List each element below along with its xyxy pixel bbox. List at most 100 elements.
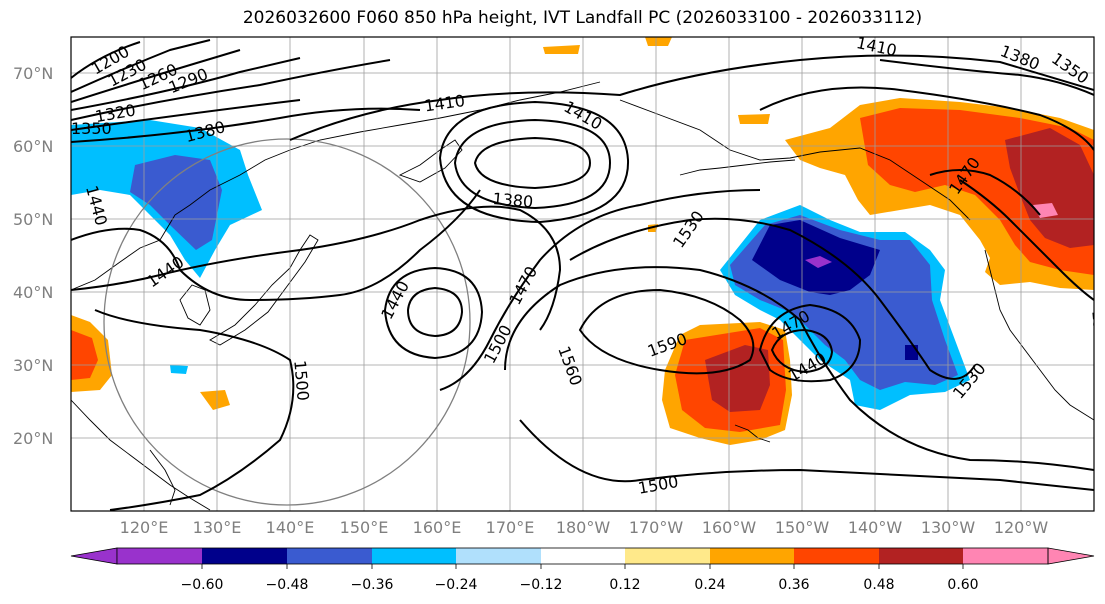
colorbar-tick-label: 0.60 <box>947 577 978 593</box>
lon-label: 160°W <box>702 518 757 537</box>
latitude-labels: 70°N 60°N 50°N 40°N 30°N 20°N <box>13 64 53 448</box>
contour-1410-east <box>759 86 1094 151</box>
colorbar-ticks <box>201 564 964 569</box>
colorbar-extend-high <box>1047 547 1095 565</box>
contour-1470-east <box>758 303 862 383</box>
colorbar-swatch <box>963 548 1048 564</box>
contour-low-2 <box>453 118 612 210</box>
region-circle <box>103 138 471 506</box>
colorbar-tick-label: −0.36 <box>351 577 394 593</box>
contour-label: 1380 <box>492 189 534 211</box>
lat-label: 30°N <box>13 356 53 375</box>
lon-label: 140°E <box>266 518 315 537</box>
lon-label: 130°W <box>921 518 976 537</box>
fill-pos-dot-a <box>200 390 230 410</box>
coast-kamchatka <box>398 139 463 183</box>
contour-1440-cut2 <box>383 266 484 360</box>
contour-1200 <box>71 41 141 79</box>
colorbar-tick-label: 0.12 <box>609 577 640 593</box>
fill-pos-west-inner <box>71 330 98 380</box>
coast-hawaii <box>734 424 771 443</box>
coast-korea <box>179 284 211 326</box>
gridlines <box>71 37 1094 511</box>
fill-neg-west-small <box>170 365 188 374</box>
lat-label: 50°N <box>13 210 53 229</box>
contour-1500-south <box>519 419 1094 491</box>
colorbar-swatch <box>879 548 963 564</box>
contour-1440-east <box>770 328 834 374</box>
contour-1470-ne <box>929 169 1041 216</box>
fill-pos-ne-core <box>1005 128 1094 248</box>
fill-pos-dot-b <box>543 45 580 54</box>
contour-1380-west <box>71 107 421 143</box>
coast-alaska <box>619 99 971 221</box>
colorbar-swatch <box>541 548 625 564</box>
colorbar-swatch <box>117 548 202 564</box>
colorbar-swatch <box>372 548 456 564</box>
colorbar-tick-label: 0.48 <box>863 577 894 593</box>
longitude-labels: 120°E 130°E 140°E 150°E 160°E 170°E 180°… <box>120 518 1049 537</box>
contour-1500-b <box>439 189 761 391</box>
colorbar-frame <box>116 547 1049 565</box>
coast-japan <box>209 234 319 346</box>
colorbar-swatch <box>625 548 710 564</box>
lon-label: 130°E <box>193 518 242 537</box>
height-contours <box>71 39 1094 511</box>
contour-low-1 <box>473 136 592 190</box>
fill-neg-small-a <box>905 345 918 360</box>
coast-namerica-west <box>984 249 1094 421</box>
contour-1560 <box>504 266 1094 471</box>
coast-asia-east <box>71 81 601 291</box>
contour-label: 1410 <box>423 91 466 115</box>
coast-philippines <box>149 449 176 506</box>
contour-1440-cut <box>406 286 464 338</box>
contour-1350 <box>71 99 301 131</box>
contour-label: 1560 <box>554 343 586 388</box>
fill-pos-dot-d <box>738 114 770 124</box>
contour-1290 <box>71 57 301 111</box>
lon-label: 140°W <box>848 518 903 537</box>
colorbar-swatch <box>287 548 372 564</box>
coast-china <box>71 399 211 511</box>
contour-1500-a <box>94 309 295 511</box>
lon-label: 120°E <box>120 518 169 537</box>
contour-1590 <box>578 288 755 375</box>
contour-1380-east <box>879 59 1094 96</box>
contour-label: 1500 <box>636 472 679 498</box>
colorbar-tick-label: −0.12 <box>520 577 563 593</box>
colorbar-swatch <box>710 548 794 564</box>
contour-1230 <box>71 39 211 93</box>
contour-1440-west <box>71 189 481 302</box>
lon-label: 170°W <box>629 518 684 537</box>
contour-label: 1350 <box>71 119 112 138</box>
contour-1320 <box>71 59 391 121</box>
fill-neg-central-min <box>805 256 832 268</box>
coastlines <box>71 81 1094 511</box>
lon-label: 170°E <box>486 518 535 537</box>
lon-label: 160°E <box>413 518 462 537</box>
colorbar: −0.60 −0.48 −0.36 −0.24 −0.12 0.12 0.24 … <box>70 547 1095 593</box>
fill-pos-subtrop-core <box>705 345 770 412</box>
contour-label: 1470 <box>505 263 541 308</box>
colorbar-tick-label: 0.36 <box>778 577 809 593</box>
contour-label: 1440 <box>143 252 187 291</box>
fill-pos-dot-c <box>645 37 672 46</box>
colorbar-extend-low <box>70 547 118 565</box>
contour-label: 1500 <box>290 359 312 401</box>
contour-label: 1530 <box>669 207 708 251</box>
map-panel: 1200 1230 1260 1290 1320 1350 1380 1410 … <box>71 37 1105 511</box>
ivt-fills <box>71 37 1094 445</box>
contour-east-coast <box>959 179 1094 301</box>
contour-1470 <box>71 205 562 331</box>
colorbar-swatch <box>202 548 287 564</box>
colorbar-tick-label: −0.24 <box>435 577 478 593</box>
fill-neg-west-inner <box>130 155 222 250</box>
lat-label: 20°N <box>13 429 53 448</box>
map-frame <box>70 36 1095 512</box>
colorbar-tick-label: −0.48 <box>266 577 309 593</box>
contour-low-3 <box>438 100 630 224</box>
lat-label: 60°N <box>13 137 53 156</box>
contour-label: 1530 <box>1088 309 1105 351</box>
coast-aleutians <box>679 159 796 176</box>
colorbar-swatch <box>456 548 541 564</box>
